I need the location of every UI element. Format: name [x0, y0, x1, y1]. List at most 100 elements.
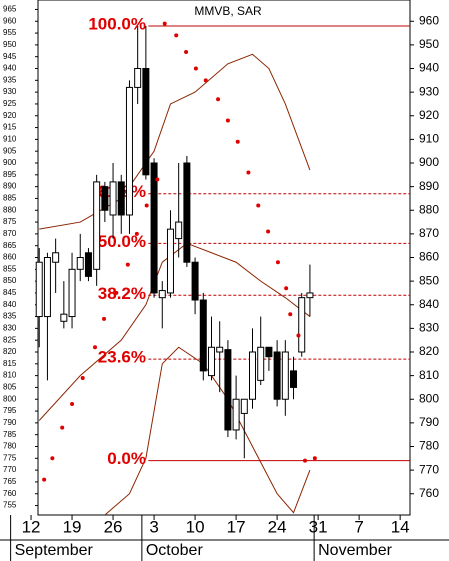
y2-tick-label: 940: [419, 61, 439, 75]
y-tick-label: 760: [3, 489, 17, 498]
y-tick-label: 890: [3, 182, 17, 191]
candle-body: [117, 181, 125, 216]
candle-body: [281, 351, 289, 400]
y-tick-label: 855: [3, 264, 17, 273]
sar-dot: [296, 333, 301, 338]
y-tick-label: 895: [3, 170, 17, 179]
candle-body: [166, 228, 174, 294]
candle-body: [273, 351, 281, 400]
sar-dot: [203, 78, 208, 83]
candle-body: [142, 68, 150, 176]
x-tick-label: 19: [63, 517, 82, 536]
y-tick-label: 930: [3, 87, 17, 96]
y2-tick-label: 760: [419, 486, 439, 500]
x-tick-label: 24: [268, 517, 287, 536]
x-tick-label: 10: [186, 517, 205, 536]
y-tick-label: 765: [3, 477, 17, 486]
fib-label: 50.0%: [98, 232, 146, 251]
y-tick-label: 785: [3, 430, 17, 439]
y-tick-label: 960: [3, 16, 17, 25]
month-label: October: [146, 542, 204, 559]
month-label: September: [15, 542, 94, 559]
candle-body: [207, 346, 215, 377]
y2-tick-label: 960: [419, 13, 439, 27]
y-tick-label: 810: [3, 371, 17, 380]
y-tick-label: 815: [3, 359, 17, 368]
y2-tick-label: 950: [419, 37, 439, 51]
sar-dot: [256, 203, 261, 208]
sar-dot: [125, 262, 130, 267]
x-tick-label: 17: [227, 517, 246, 536]
candle-body: [298, 297, 306, 353]
y-tick-label: 945: [3, 52, 17, 61]
y-tick-label: 915: [3, 123, 17, 132]
sar-dot: [284, 286, 289, 291]
y-tick-label: 900: [3, 158, 17, 167]
y2-tick-label: 770: [419, 462, 439, 476]
sar-dot: [225, 118, 230, 123]
candle-body: [76, 257, 84, 270]
candle-body: [125, 86, 133, 216]
x-tick-label: 3: [149, 517, 158, 536]
y2-tick-label: 880: [419, 202, 439, 216]
y-tick-label: 935: [3, 75, 17, 84]
x-tick-label: 14: [391, 517, 410, 536]
y-tick-label: 850: [3, 276, 17, 285]
y-tick-label: 835: [3, 312, 17, 321]
candle-body: [199, 299, 207, 372]
y-tick-label: 875: [3, 217, 17, 226]
candle-body: [290, 370, 298, 388]
y2-tick-label: 860: [419, 250, 439, 264]
y-tick-label: 795: [3, 406, 17, 415]
candle-body: [191, 261, 199, 301]
y2-tick-label: 850: [419, 273, 439, 287]
y-tick-label: 950: [3, 40, 17, 49]
y-tick-label: 865: [3, 241, 17, 250]
y-tick-label: 755: [3, 501, 17, 510]
y-tick-label: 880: [3, 205, 17, 214]
candle-body: [306, 292, 314, 299]
y2-tick-label: 910: [419, 132, 439, 146]
y2-tick-label: 890: [419, 179, 439, 193]
candle-body: [35, 261, 43, 318]
sar-dot: [114, 290, 119, 295]
y-tick-label: 870: [3, 229, 17, 238]
x-tick-label: 26: [104, 517, 123, 536]
y-tick-label: 800: [3, 394, 17, 403]
sar-dot: [193, 66, 198, 71]
fib-label: 38.2%: [98, 284, 146, 303]
candle-body: [249, 351, 257, 400]
candle-body: [216, 346, 224, 353]
fib-label: 23.6%: [98, 348, 146, 367]
candle-body: [175, 221, 183, 240]
sar-dot: [275, 260, 280, 265]
sar-dot: [184, 49, 189, 54]
y-tick-label: 965: [3, 5, 17, 14]
y2-tick-label: 780: [419, 439, 439, 453]
y-tick-label: 790: [3, 418, 17, 427]
y-tick-label: 820: [3, 347, 17, 356]
candle-body: [68, 268, 76, 318]
y-tick-label: 920: [3, 111, 17, 120]
month-label: November: [318, 542, 392, 559]
y-tick-label: 775: [3, 453, 17, 462]
candle-body: [257, 346, 265, 381]
candle-body: [101, 186, 109, 211]
y-tick-label: 805: [3, 383, 17, 392]
candle-body: [43, 257, 51, 318]
candle-body: [60, 313, 68, 322]
sar-dot: [144, 203, 149, 208]
y2-tick-label: 900: [419, 155, 439, 169]
y2-tick-label: 810: [419, 368, 439, 382]
y2-tick-label: 790: [419, 415, 439, 429]
sar-dot: [288, 312, 293, 317]
y2-tick-label: 930: [419, 84, 439, 98]
candle-body: [52, 252, 60, 263]
sar-dot: [312, 456, 317, 461]
candle-body: [265, 346, 273, 358]
candle-body: [134, 68, 142, 88]
y-tick-label: 940: [3, 64, 17, 73]
y-tick-label: 860: [3, 253, 17, 262]
y2-tick-label: 840: [419, 297, 439, 311]
